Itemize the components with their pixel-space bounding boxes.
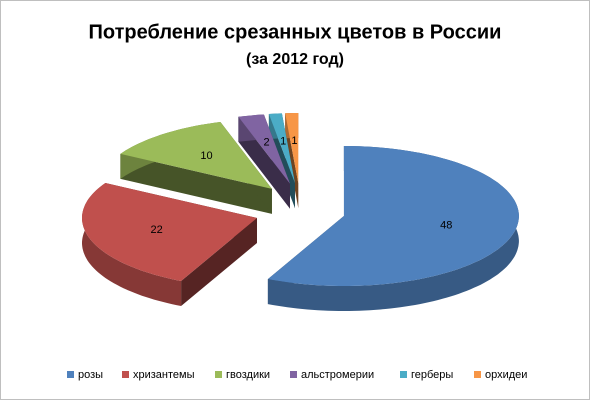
legend-label: альстромерии — [301, 369, 374, 381]
data-label: 10 — [200, 150, 212, 162]
chart-subtitle: (за 2012 год) — [246, 51, 344, 68]
data-label: 1 — [280, 135, 286, 147]
slice — [268, 113, 295, 184]
legend-swatch — [67, 371, 74, 378]
slice — [267, 146, 519, 286]
slice — [120, 122, 272, 189]
legend-label: гвоздики — [226, 369, 270, 381]
slice-side — [181, 218, 257, 306]
legend-label: орхидеи — [485, 369, 527, 381]
legend-swatch — [474, 371, 481, 378]
data-label: 22 — [151, 224, 163, 236]
legend-swatch — [290, 371, 297, 378]
legend-swatch — [400, 371, 407, 378]
slice — [238, 114, 290, 184]
data-label: 1 — [291, 135, 297, 147]
legend-label: герберы — [411, 369, 453, 381]
legend-label: розы — [78, 369, 103, 381]
legend-swatch — [122, 371, 129, 378]
slice — [82, 183, 257, 281]
data-label: 2 — [264, 137, 270, 149]
slice-side — [120, 153, 272, 214]
slice — [285, 113, 299, 183]
slice-side — [82, 183, 182, 306]
data-label: 48 — [440, 219, 452, 231]
chart-title: Потребление срезанных цветов в России — [89, 21, 502, 43]
legend-swatch — [215, 371, 222, 378]
legend-label: хризантемы — [133, 369, 195, 381]
